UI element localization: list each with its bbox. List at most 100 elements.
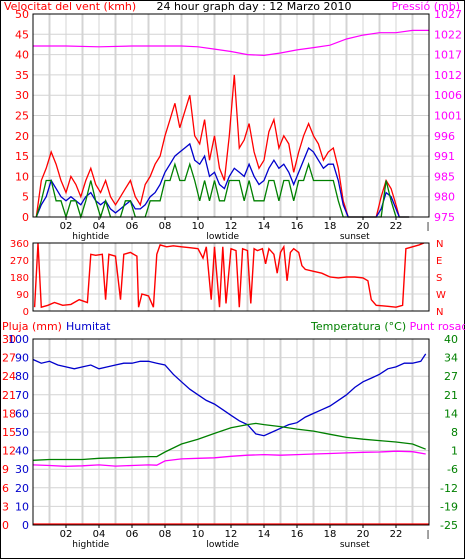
panel3-x-ticks: 02 04 06 08 10 12 14 16 18 20 22 | — [60, 525, 430, 540]
x-tick-label: 18 — [324, 529, 337, 540]
x-tick-label: 14 — [258, 529, 271, 540]
x-tick-label: 04 — [93, 221, 106, 232]
pressure-tick-label: 1012 — [434, 69, 462, 82]
pressure-axis-title: Pressió (mb) — [391, 0, 460, 13]
x-tick-label: 02 — [60, 529, 73, 540]
wind-pressure-series — [33, 29, 429, 220]
direction-compass-label: N — [436, 307, 443, 318]
temperature-axis-title: Temperatura (°C) Punt rosada — [310, 320, 465, 333]
direction-compass-label: S — [436, 273, 442, 284]
x-tick-label: 12 — [225, 529, 238, 540]
tide-annotation-hightide: hightide — [72, 540, 109, 550]
wind-axis-title: Velocitat del vent (kmh) — [4, 0, 136, 13]
pressure-tick-label: 985 — [434, 170, 455, 183]
temperature-tick-label: 34 — [444, 352, 458, 365]
panel1-x-ticks: 02 04 06 08 10 12 14 16 18 20 22 | — [60, 217, 430, 232]
humidity-tick-label: 100 — [8, 333, 29, 346]
x-tick-label: 10 — [192, 221, 205, 232]
humidity-tick-label: 80 — [15, 370, 29, 383]
rain-tick-label: 9 — [2, 463, 9, 476]
series-gust-line — [35, 74, 410, 218]
pressure-tick-label: 1027 — [434, 8, 462, 21]
pressure-tick-label: 1022 — [434, 28, 462, 41]
humidity-tick-label: 0 — [22, 519, 29, 532]
rain-humidity-gridlines — [33, 339, 429, 525]
tide-annotation-lowtide: lowtide — [206, 540, 239, 550]
wind-tick-label: 10 — [15, 170, 29, 183]
series-humidity-line — [32, 353, 427, 437]
direction-degree-label: 270 — [10, 256, 29, 267]
series-temperature-line — [32, 422, 426, 461]
x-tick-label: 16 — [291, 221, 304, 232]
wind-tick-label: 35 — [15, 69, 29, 82]
humidity-tick-label: 60 — [15, 407, 29, 420]
tide-annotation-sunset: sunset — [340, 540, 370, 550]
humidity-axis-title: Humitat — [66, 320, 111, 333]
rain-tick-label: 12 — [2, 445, 16, 458]
rain-tick-label: 30 — [2, 333, 16, 346]
x-tick-label: 16 — [291, 529, 304, 540]
x-tick-label: 08 — [159, 221, 172, 232]
series-dewpoint-line — [32, 450, 426, 467]
dewpoint-axis-title: Punt rosada — [410, 320, 465, 333]
direction-compass-label: N — [436, 239, 443, 250]
rain-humidity-temp-series — [32, 353, 429, 525]
x-tick-label-end: | — [426, 222, 429, 232]
wind-tick-label: 40 — [15, 49, 29, 62]
x-tick-label: 20 — [357, 221, 370, 232]
wind-tick-label: 50 — [15, 8, 29, 21]
rain-tick-label: 18 — [2, 407, 16, 420]
direction-series — [33, 242, 425, 309]
rain-tick-label: 27 — [2, 352, 16, 365]
wind-tick-label: 25 — [15, 110, 29, 123]
pressure-axis-ticks: 975 980 985 991 996 1001 1006 1012 1017 1022 1027 — [434, 8, 462, 224]
temperature-axis-ticks: -25 -19 -12 -6 1 8 14 21 27 34 40 — [440, 333, 458, 532]
series-pressure-line — [33, 29, 429, 57]
x-tick-label: 10 — [192, 529, 205, 540]
humidity-tick-label: 90 — [15, 352, 29, 365]
wind-tick-label: 20 — [15, 130, 29, 143]
wind-pressure-panel: Velocitat del vent (kmh) 24 hour graph d… — [4, 0, 462, 242]
direction-compass-label: W — [436, 290, 446, 301]
temperature-tick-label: 1 — [451, 445, 458, 458]
pressure-tick-label: 1017 — [434, 49, 462, 62]
x-tick-label: 06 — [126, 529, 139, 540]
x-tick-label: 22 — [390, 221, 403, 232]
panel1-tide-annotations: hightide lowtide sunset — [72, 232, 370, 242]
tide-annotation-hightide: hightide — [72, 232, 109, 242]
pressure-tick-label: 1001 — [434, 110, 462, 123]
rain-tick-label: 15 — [2, 426, 16, 439]
wind-tick-label: 15 — [15, 150, 29, 163]
humidity-tick-label: 10 — [15, 500, 29, 513]
rain-axis-title: Pluja (mm) — [2, 320, 62, 333]
series-wind-line — [35, 142, 410, 218]
pressure-tick-label: 996 — [434, 130, 455, 143]
wind-pressure-gridlines — [33, 14, 429, 217]
humidity-tick-label: 20 — [15, 482, 29, 495]
rain-tick-label: 0 — [2, 519, 9, 532]
temperature-dewpoint-titles: Temperatura (°C) — [310, 320, 406, 333]
x-tick-label-end: | — [426, 530, 429, 540]
graph-title: 24 hour graph day : 12 Marzo 2010 — [156, 0, 351, 13]
temperature-tick-label: 27 — [444, 370, 458, 383]
x-tick-label: 18 — [324, 221, 337, 232]
pressure-tick-label: 980 — [434, 191, 455, 204]
direction-degree-label: 0 — [23, 307, 29, 318]
x-tick-label: 22 — [390, 529, 403, 540]
wind-axis-ticks: 0 5 10 15 20 25 30 35 40 45 50 — [15, 8, 29, 224]
humidity-tick-label: 70 — [15, 389, 29, 402]
humidity-tick-label: 50 — [15, 426, 29, 439]
direction-compass-label: E — [436, 256, 442, 267]
wind-tick-label: 5 — [22, 191, 29, 204]
direction-degree-label: 90 — [16, 290, 29, 301]
x-tick-label: 14 — [258, 221, 271, 232]
temperature-tick-label: -25 — [440, 519, 458, 532]
rain-tick-label: 3 — [2, 500, 9, 513]
humidity-tick-label: 30 — [15, 463, 29, 476]
x-tick-label: 04 — [93, 529, 106, 540]
rain-tick-label: 6 — [2, 482, 9, 495]
temperature-tick-label: 21 — [444, 389, 458, 402]
direction-degree-ticks: 0 90 180 270 360 — [10, 239, 29, 318]
wind-tick-label: 0 — [22, 211, 29, 224]
